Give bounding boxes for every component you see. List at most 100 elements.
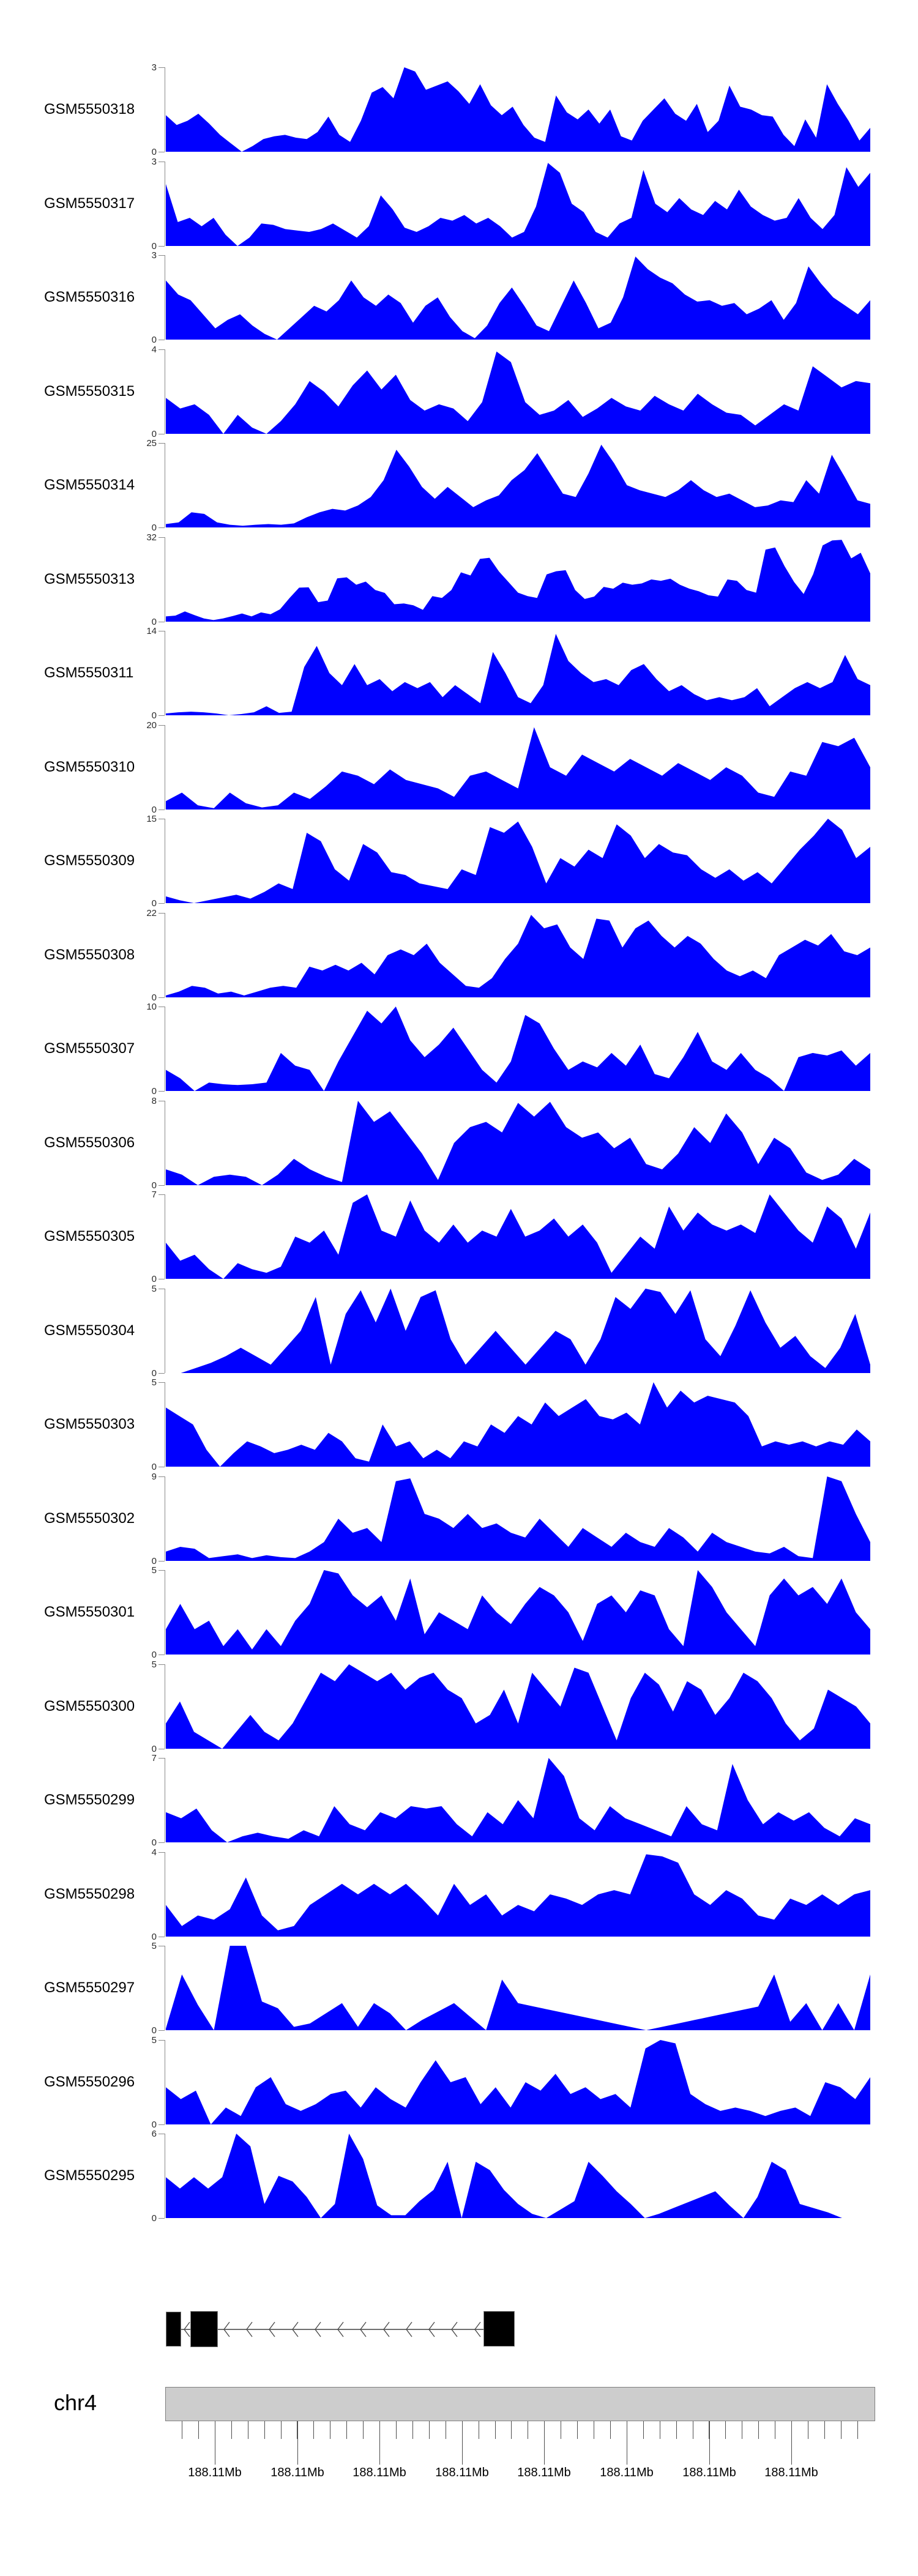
track-label: GSM5550301 [44, 1604, 135, 1620]
y-axis-top-tick [159, 912, 165, 914]
y-axis-zero-label: 0 [151, 1837, 157, 1848]
axis-minor-tick [363, 2421, 364, 2439]
y-axis-max-label: 3 [151, 250, 157, 261]
axis-minor-tick [412, 2421, 413, 2439]
y-axis-max-label: 15 [146, 814, 157, 824]
y-axis-zero-label: 0 [151, 1180, 157, 1191]
y-axis-zero-label: 0 [151, 1743, 157, 1754]
axis-major-tick [297, 2421, 298, 2465]
y-axis-zero-tick [159, 245, 165, 247]
axis-tick-label: 188.11Mb [353, 2466, 406, 2479]
signal-area [166, 256, 870, 340]
axis-tick-label: 188.11Mb [517, 2466, 571, 2479]
track-label: GSM5550316 [44, 289, 135, 305]
y-axis-max-label: 4 [151, 1847, 157, 1858]
track-label: GSM5550297 [44, 1979, 135, 1996]
y-axis-zero-tick [159, 2218, 165, 2219]
track-label: GSM5550317 [44, 195, 135, 212]
axis-major-tick [462, 2421, 463, 2465]
y-axis-max-label: 3 [151, 62, 157, 73]
y-axis-zero-tick [159, 1842, 165, 1843]
y-axis-top-tick [159, 537, 165, 538]
strand-arrow-left-icon [406, 2321, 412, 2337]
signal-area-plot [166, 1758, 870, 1842]
axis-tick-label: 188.11Mb [600, 2466, 654, 2479]
y-axis-max-label: 3 [151, 156, 157, 167]
y-axis-top-tick [159, 1382, 165, 1383]
signal-area-plot [166, 1288, 870, 1373]
axis-minor-tick [857, 2421, 858, 2439]
track-label: GSM5550298 [44, 1885, 135, 1902]
axis-minor-tick [396, 2421, 397, 2439]
y-axis-zero-label: 0 [151, 1931, 157, 1942]
signal-area [166, 1382, 870, 1467]
signal-area [166, 1288, 870, 1373]
y-axis-zero-tick [159, 2124, 165, 2125]
y-axis-top-tick [159, 67, 165, 68]
track-label: GSM5550307 [44, 1040, 135, 1057]
track-label: GSM5550302 [44, 1509, 135, 1527]
signal-area [166, 1007, 870, 1091]
axis-minor-tick [758, 2421, 759, 2439]
track-label: GSM5550304 [44, 1322, 135, 1339]
y-axis-zero-tick [159, 1560, 165, 1562]
y-axis-top-tick [159, 1758, 165, 1759]
track-label: GSM5550315 [44, 382, 135, 400]
signal-area-plot [166, 539, 870, 622]
y-axis-zero-tick [159, 715, 165, 716]
signal-area [166, 1664, 870, 1749]
y-axis-max-label: 22 [146, 907, 157, 918]
exon-box [190, 2311, 218, 2347]
signal-area [166, 1854, 870, 1937]
y-axis-max-label: 7 [151, 1753, 157, 1763]
signal-area-plot [166, 1100, 870, 1185]
axis-major-tick [544, 2421, 545, 2465]
y-axis-top-tick [159, 255, 165, 256]
y-axis-zero-label: 0 [151, 523, 157, 533]
signal-area [166, 444, 870, 527]
y-axis-top-tick [159, 1570, 165, 1571]
signal-area [166, 633, 870, 715]
axis-minor-tick [840, 2421, 842, 2439]
chromosome-bar [165, 2387, 875, 2421]
y-axis-zero-label: 0 [151, 898, 157, 909]
y-axis-top-tick [159, 1664, 165, 1665]
y-axis-top-tick [159, 1476, 165, 1477]
axis-tick-label: 188.11Mb [188, 2466, 242, 2479]
y-axis-zero-label: 0 [151, 1274, 157, 1284]
signal-area-plot [166, 727, 870, 810]
signal-area [166, 1100, 870, 1185]
y-axis-zero-label: 0 [151, 616, 157, 627]
y-axis-zero-label: 0 [151, 1650, 157, 1660]
axis-minor-tick [643, 2421, 644, 2439]
axis-minor-tick [824, 2421, 825, 2439]
y-axis-top-tick [159, 724, 165, 726]
signal-area [166, 2039, 870, 2124]
signal-area-plot [166, 1007, 870, 1091]
signal-area [166, 67, 870, 152]
y-axis-top-tick [159, 1194, 165, 1195]
y-axis-max-label: 5 [151, 1377, 157, 1388]
track-label: GSM5550295 [44, 2167, 135, 2184]
signal-area [166, 162, 870, 246]
axis-major-tick [379, 2421, 380, 2465]
y-axis-top-tick [159, 1852, 165, 1853]
y-axis-max-label: 5 [151, 1565, 157, 1576]
y-axis-zero-label: 0 [151, 1086, 157, 1096]
signal-area-plot [166, 1194, 870, 1279]
track-label: GSM5550308 [44, 946, 135, 963]
track-label: GSM5550310 [44, 758, 135, 775]
strand-arrow-left-icon [292, 2321, 299, 2337]
axis-minor-tick [577, 2421, 578, 2439]
track-label: GSM5550296 [44, 2073, 135, 2090]
y-axis-max-label: 25 [146, 438, 157, 449]
strand-arrow-left-icon [428, 2321, 435, 2337]
y-axis-zero-label: 0 [151, 710, 157, 721]
y-axis-max-label: 4 [151, 344, 157, 355]
axis-minor-tick [231, 2421, 232, 2439]
exon-box [483, 2311, 515, 2347]
signal-area [166, 1476, 870, 1561]
axis-minor-tick [280, 2421, 282, 2439]
y-axis-zero-label: 0 [151, 428, 157, 439]
axis-minor-tick [494, 2421, 496, 2439]
